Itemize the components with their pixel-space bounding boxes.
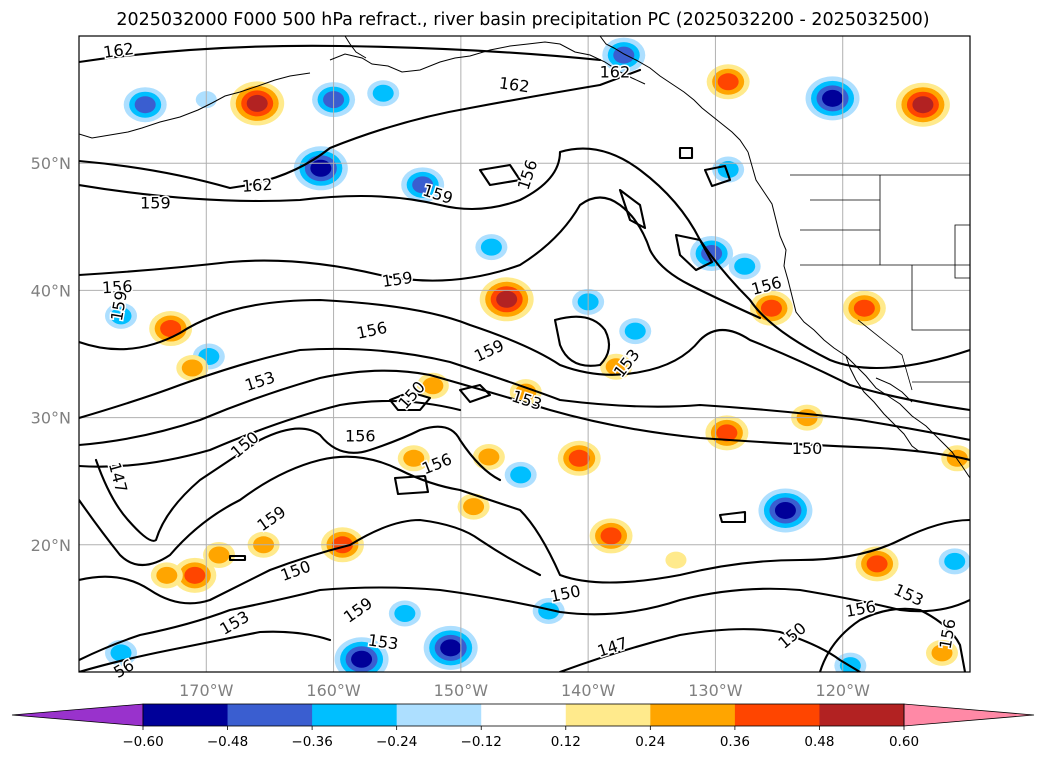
precip-blob-2 xyxy=(293,146,348,191)
precip-blob-0 xyxy=(123,87,167,123)
precip-blob-45 xyxy=(941,445,970,472)
contour-label-7: 156 xyxy=(101,277,132,298)
colorbar-tick-label-1: −0.48 xyxy=(207,734,248,750)
longitude-tick-labels: 170°W 160°W 150°W 140°W 130°W 120°W xyxy=(179,681,870,700)
contour-label-4: 159 xyxy=(140,194,171,213)
precip-blob-18 xyxy=(479,277,534,322)
colorbar-outline xyxy=(142,703,905,727)
precip-blob-40 xyxy=(334,637,389,672)
precip-blob-10 xyxy=(895,82,950,127)
precip-blob-47 xyxy=(388,600,421,627)
colorbar-tick-label-4: −0.12 xyxy=(461,734,502,750)
precip-blob-17 xyxy=(619,318,652,345)
precip-blob-29 xyxy=(504,461,537,488)
lat-tick-label-1: 30°N xyxy=(31,409,71,428)
precip-blob-12 xyxy=(728,253,761,280)
lon-tick-label-5: 120°W xyxy=(816,681,871,700)
contour-label-19: 150 xyxy=(792,439,823,458)
precip-blob-42 xyxy=(457,493,490,520)
precip-blob-15 xyxy=(842,290,886,326)
precip-blob-34 xyxy=(203,541,236,568)
colorbar-extend-right xyxy=(903,703,1035,727)
colorbar-segment-0 xyxy=(143,704,229,726)
lon-tick-label-2: 150°W xyxy=(434,681,489,700)
colorbar-tick-label-5: 0.12 xyxy=(551,734,581,750)
colorbar-tick-label-7: 0.36 xyxy=(720,734,750,750)
colorbar-tick-label-6: 0.24 xyxy=(635,734,665,750)
latitude-tick-labels: 20°N 30°N 40°N 50°N xyxy=(31,154,71,555)
contour-label-17: 156 xyxy=(345,426,376,445)
colorbar-tick-label-2: −0.36 xyxy=(291,734,332,750)
precip-blob-26 xyxy=(557,440,601,476)
precip-blob-30 xyxy=(758,488,813,533)
precip-blob-48 xyxy=(532,597,565,624)
lat-tick-label-2: 40°N xyxy=(31,281,71,300)
lat-tick-label-0: 20°N xyxy=(31,536,71,555)
precip-blob-37 xyxy=(855,546,899,582)
precip-blob-46 xyxy=(925,639,958,666)
colorbar-segment-1 xyxy=(227,704,313,726)
precip-blob-31 xyxy=(589,518,633,554)
refractivity-contours xyxy=(79,44,970,672)
precip-blob-4 xyxy=(367,80,400,107)
contour-label-2: 162 xyxy=(600,63,631,82)
precip-blob-23 xyxy=(416,372,449,399)
lon-tick-label-4: 130°W xyxy=(688,681,743,700)
lat-tick-label-3: 50°N xyxy=(31,154,71,173)
precip-blob-22 xyxy=(176,354,209,381)
colorbar-tick-label-3: −0.24 xyxy=(376,734,417,750)
colorbar-segment-6 xyxy=(650,704,736,726)
colorbar: −0.60 −0.48 −0.36 −0.24 −0.12 0.12 0.24 0.36 0.4… xyxy=(11,703,1035,750)
contour-label-3: 162 xyxy=(241,175,273,196)
precip-blob-39 xyxy=(423,625,478,670)
precip-blob-8 xyxy=(706,64,750,100)
precip-blob-27 xyxy=(705,415,749,451)
precip-blob-20 xyxy=(149,311,193,347)
precip-blob-11 xyxy=(690,236,734,272)
precip-blob-6 xyxy=(475,234,508,261)
colorbar-segment-5 xyxy=(565,704,651,726)
lon-tick-label-3: 140°W xyxy=(561,681,616,700)
precip-blob-1 xyxy=(230,81,285,126)
precip-blob-38 xyxy=(938,548,970,575)
colorbar-segment-2 xyxy=(312,704,398,726)
colorbar-segment-4 xyxy=(481,704,567,726)
map-frame xyxy=(78,35,971,673)
colorbar-tick-label-9: 0.60 xyxy=(889,734,919,750)
precip-blob-51 xyxy=(665,551,687,569)
lon-tick-label-1: 160°W xyxy=(306,681,361,700)
precip-blob-36 xyxy=(150,562,183,589)
contour-label-1: 162 xyxy=(498,73,531,96)
precip-blob-9 xyxy=(805,76,860,121)
precip-blob-19 xyxy=(105,302,138,329)
precip-blob-35 xyxy=(173,557,217,593)
precip-blob-43 xyxy=(397,445,430,472)
precip-blob-14 xyxy=(749,290,793,326)
colorbar-extend-left xyxy=(11,703,144,727)
colorbar-segment-7 xyxy=(734,704,820,726)
political-borders xyxy=(790,174,970,391)
chart-title: 2025032000 F000 500 hPa refract., river … xyxy=(116,10,929,30)
colorbar-tick-label-8: 0.48 xyxy=(804,734,834,750)
colorbar-tick-label-0: −0.60 xyxy=(122,734,163,750)
precip-blob-5 xyxy=(401,167,445,203)
precip-blob-13 xyxy=(712,156,745,183)
colorbar-segment-8 xyxy=(819,704,905,726)
lon-tick-label-0: 170°W xyxy=(179,681,234,700)
precip-blob-44 xyxy=(472,444,505,471)
colorbar-segment-3 xyxy=(396,704,482,726)
